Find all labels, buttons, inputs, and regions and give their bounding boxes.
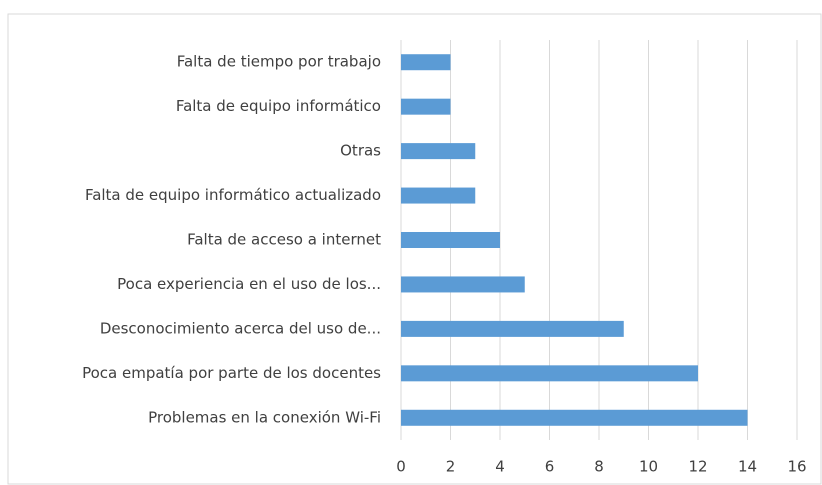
- y-tick-label: Poca experiencia en el uso de los...: [117, 275, 381, 293]
- x-tick-label: 4: [495, 458, 505, 476]
- bar: [401, 54, 451, 71]
- bar: [401, 187, 476, 204]
- chart-border: [7, 13, 822, 485]
- y-tick-label: Falta de equipo informático: [176, 97, 381, 115]
- bar: [401, 320, 624, 337]
- x-tick-label: 2: [446, 458, 456, 476]
- y-tick-label: Otras: [340, 142, 381, 160]
- x-tick-label: 12: [688, 458, 707, 476]
- y-tick-label: Desconocimiento acerca del uso de...: [100, 319, 381, 337]
- x-tick-label: 10: [639, 458, 658, 476]
- y-tick-label: Falta de acceso a internet: [187, 231, 381, 249]
- y-tick-label: Falta de tiempo por trabajo: [177, 53, 381, 71]
- y-tick-label: Poca empatía por parte de los docentes: [82, 364, 381, 382]
- bar: [401, 365, 698, 382]
- x-tick-label: 8: [594, 458, 604, 476]
- bar: [401, 143, 476, 160]
- bar: [401, 276, 525, 293]
- x-tick-label: 6: [545, 458, 555, 476]
- bar: [401, 98, 451, 115]
- x-tick-label: 0: [396, 458, 406, 476]
- y-tick-label: Problemas en la conexión Wi-Fi: [148, 408, 381, 426]
- bar: [401, 232, 500, 248]
- y-tick-label: Falta de equipo informático actualizado: [85, 186, 381, 204]
- x-tick-label: 16: [787, 458, 806, 476]
- bar: [401, 409, 748, 426]
- x-tick-label: 14: [738, 458, 757, 476]
